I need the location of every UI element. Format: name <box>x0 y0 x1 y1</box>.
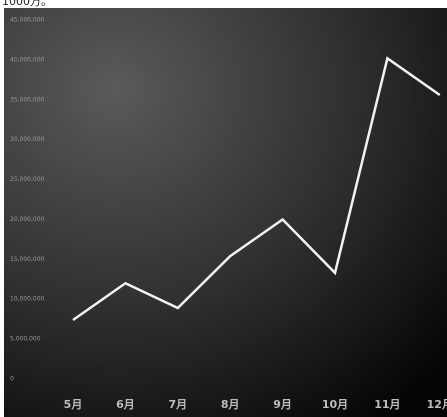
y-tick-label: 10,000,000 <box>10 296 45 303</box>
y-tick-label: 40,000,000 <box>10 56 45 63</box>
x-tick-label: 10月 <box>322 398 348 411</box>
x-tick-label: 8月 <box>221 398 240 411</box>
y-tick-label: 30,000,000 <box>10 136 45 143</box>
y-tick-label: 45,000,000 <box>10 17 45 24</box>
x-tick-label: 7月 <box>168 398 187 411</box>
plot-background <box>4 8 447 417</box>
y-tick-label: 20,000,000 <box>10 216 45 223</box>
x-tick-label: 9月 <box>273 398 292 411</box>
y-tick-label: 25,000,000 <box>10 176 45 183</box>
header-text: 1000万。 <box>2 0 52 8</box>
y-tick-label: 0 <box>10 376 14 383</box>
line-series <box>72 56 441 321</box>
y-tick-label: 35,000,000 <box>10 96 45 103</box>
x-tick-label: 5月 <box>64 398 83 411</box>
x-tick-label: 11月 <box>374 398 400 411</box>
y-tick-label: 15,000,000 <box>10 256 45 263</box>
y-tick-label: 5,000,000 <box>10 336 41 343</box>
x-tick-label: 12月 <box>427 398 447 411</box>
x-tick-label: 6月 <box>116 398 135 411</box>
